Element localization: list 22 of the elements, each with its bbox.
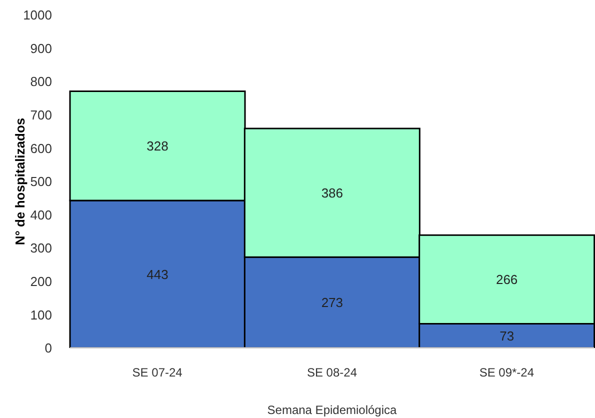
y-axis-title: N° de hospitalizados	[12, 118, 28, 246]
data-label: 266	[496, 272, 518, 288]
y-tick-label: 500	[30, 174, 52, 190]
x-tick-label: SE 07-24	[132, 366, 183, 380]
x-axis-title: Semana Epidemiológica	[267, 403, 398, 417]
data-label: 386	[321, 185, 344, 200]
y-tick-label: 400	[30, 207, 52, 222]
data-label: 443	[146, 266, 168, 282]
y-tick-label: 1000	[23, 8, 52, 23]
data-label: 328	[146, 138, 168, 154]
y-tick-label: 900	[30, 40, 52, 56]
y-tick-label: 300	[30, 240, 52, 256]
y-tick-label: 600	[30, 140, 52, 156]
y-tick-label: 0	[44, 340, 52, 356]
x-tick-label: SE 08-24	[306, 366, 358, 380]
y-tick-label: 100	[30, 307, 52, 322]
x-tick-label: SE 09*-24	[479, 366, 534, 380]
y-tick-label: 700	[30, 108, 52, 123]
y-tick-label: 200	[30, 274, 52, 290]
data-label: 73	[500, 328, 514, 344]
y-tick-label: 800	[30, 74, 52, 90]
data-label: 273	[321, 295, 344, 310]
